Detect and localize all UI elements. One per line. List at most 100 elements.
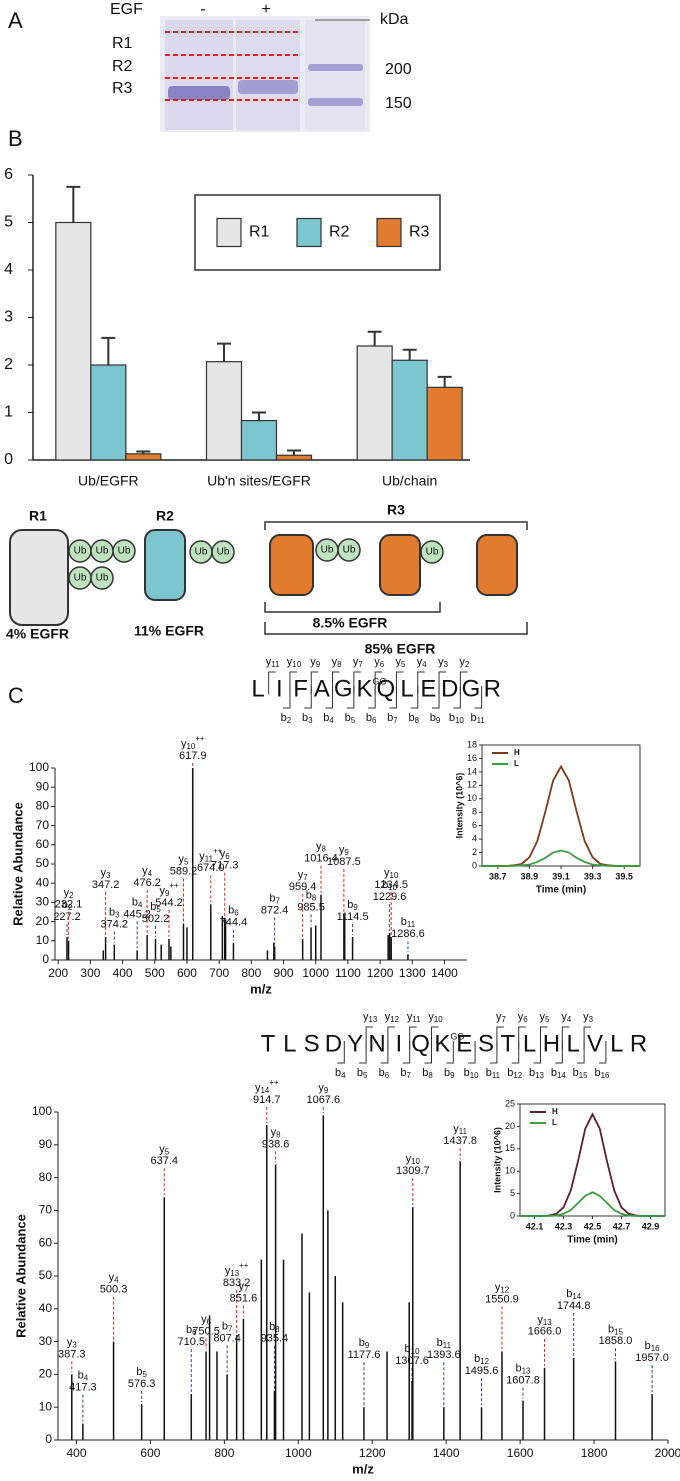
ub-circle [420,540,444,564]
residue: T [261,1030,276,1057]
ion-index: 12 [480,1357,489,1366]
ion-label: b16 [645,1340,661,1353]
ion-label: b8 [422,1067,433,1080]
ion-label: y2 [64,887,74,900]
x-axis-title: m/z [352,1461,374,1476]
gel-band [308,64,363,71]
ion-label: b10 [449,712,465,725]
x-tick-label: 39.1 [552,871,570,881]
ion-label: y13++ [225,1261,249,1278]
residue: I [276,675,283,702]
ion-index: 2 [465,660,469,669]
group-note: 85% EGFR [365,641,436,657]
ion-label: y3 [101,867,112,880]
ion-label: b15 [608,1323,624,1336]
ion-letter: b [405,1343,411,1355]
ion-index: 9 [450,1071,455,1080]
peak-mz-label: 935.4 [261,1333,289,1345]
ion-label: b12 [507,1067,522,1080]
peak-mz-label: 617.9 [179,750,207,762]
ion-index: 4 [148,869,153,878]
gel-unit: kDa [380,11,409,28]
ion-letter: b [357,1067,363,1079]
ion-index: 3 [589,1015,594,1024]
ion-letter: y [64,887,70,899]
ion-letter: b [507,1067,513,1079]
legend-swatch [296,217,322,248]
residue: I [395,1030,402,1057]
residue: Q [411,1030,430,1057]
residue: L [567,1030,580,1057]
ion-label: b7 [222,1320,233,1333]
b-ion-bracket [511,1041,520,1064]
ion-index: 9 [165,889,170,898]
ion-letter: b [109,907,115,919]
ion-label: y4 [109,1272,120,1285]
peak-mz-label: 1744.8 [557,1300,591,1312]
ion-letter: y [255,1082,261,1094]
y-tick-label: 40 [39,1301,53,1315]
y-tick-label: 70 [36,818,50,832]
ion-label: y5 [540,1011,551,1024]
ion-index: 7 [393,716,397,725]
ion-index: 10 [411,1157,420,1166]
peak-mz-label: 1550.9 [485,1293,519,1305]
ion-index: 10 [292,660,301,669]
ion-label: y3 [67,1336,78,1349]
y-tick-label: 6 [4,166,13,183]
ion-index: 7 [276,897,280,906]
ion-letter: b [430,712,436,724]
ion-letter: y [179,853,185,865]
ion-index: 15 [614,1327,623,1336]
ion-index: 4 [422,660,427,669]
plot-frame [519,1103,666,1217]
ion-index: 6 [385,1071,390,1080]
b-ion-bracket [446,1041,454,1064]
y-tick-label: 90 [39,1137,53,1151]
group-label: R3 [387,502,405,518]
ion-label: b5 [345,712,356,725]
ion-index: 6 [234,909,239,918]
peak-mz-label: 1858.0 [599,1335,633,1347]
ion-letter: y [201,1313,207,1325]
error-bar [437,375,452,388]
ion-label: y13 [363,1011,378,1024]
peak-mz-label: 750.5 [192,1325,220,1337]
ub-label: Ub [217,547,230,558]
ion-letter: y [385,1011,391,1023]
peak-mz-label: 1234.5 [374,879,408,891]
ion-letter: b [222,1320,228,1332]
ion-letter: b [529,1067,535,1079]
gel-lane [305,20,365,130]
peak-mz-label: 347.2 [92,879,120,891]
x-tick-label: 1600 [507,1446,534,1460]
ion-index: 5 [156,905,161,914]
b-ion-bracket [410,686,419,709]
ion-letter: y [287,656,293,668]
ion-label: b15 [573,1067,589,1080]
ion-label: b9 [444,1067,455,1080]
ion-index: 14 [557,1071,566,1080]
residue: L [251,675,264,702]
error-bar [66,185,81,223]
ion-label: b7 [269,892,280,905]
ion-index: 4 [138,900,143,909]
b-ion-bracket [424,1041,432,1064]
ion-index: 7 [407,1071,411,1080]
ion-charge: ++ [195,734,205,743]
group-note: 4% EGFR [6,626,69,642]
y-tick-label: 6 [472,820,477,830]
y-tick-label: 10 [36,933,50,947]
ion-letter: b [359,1337,365,1349]
residue: K [434,1030,450,1057]
ion-index: 11 [459,1127,468,1136]
ub-label: Ub [426,547,439,558]
ion-letter: y [496,1011,502,1023]
ion-letter: y [220,848,226,860]
ion-index: 5 [363,1071,368,1080]
legend-label: H [552,1107,558,1116]
ion-label: b3 [302,712,313,725]
residue: E [456,1030,472,1057]
y-tick-label: 12 [467,780,477,790]
